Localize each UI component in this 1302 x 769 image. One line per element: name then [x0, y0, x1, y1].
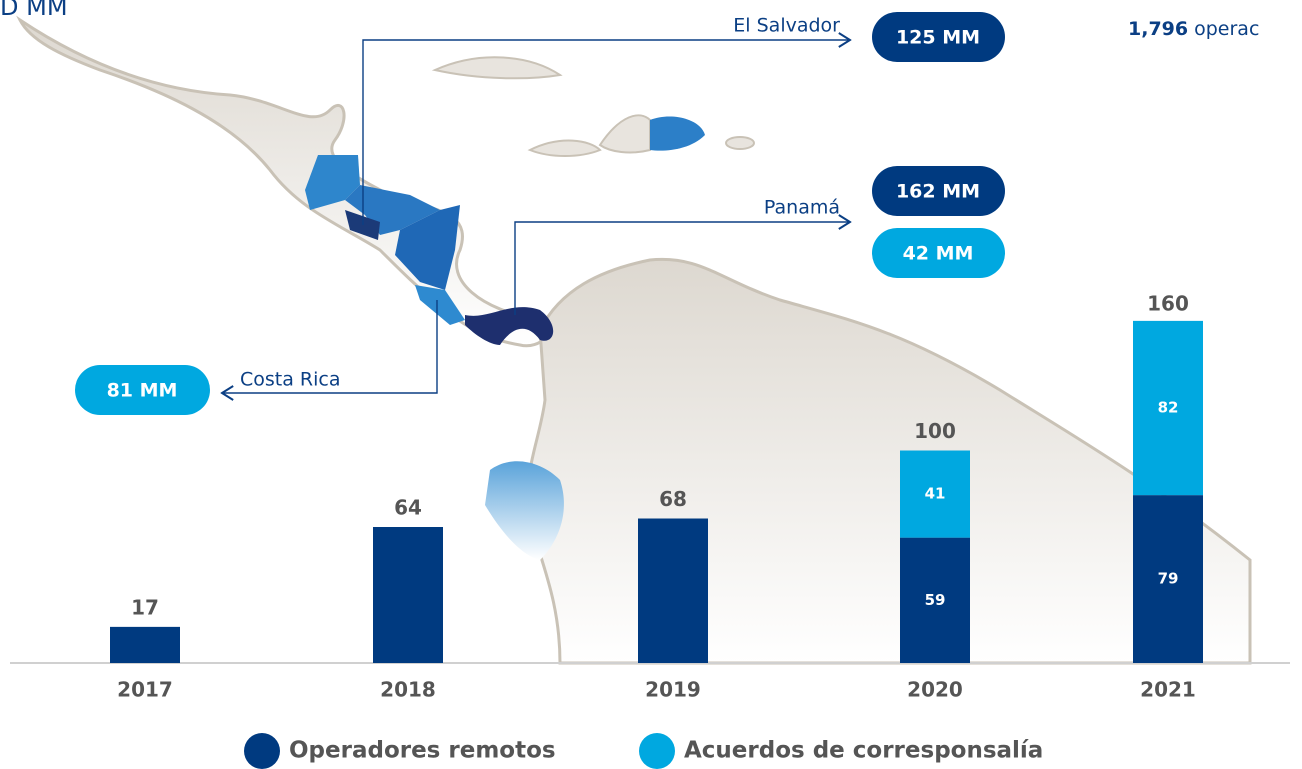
total-label: 17	[131, 595, 159, 619]
pill	[872, 228, 1005, 278]
pill-label: 81 MM	[107, 380, 178, 402]
legend-swatch	[639, 733, 675, 769]
x-tick-label: 2020	[907, 678, 963, 702]
pill	[75, 365, 210, 415]
legend: Operadores remotos Acuerdos de correspons…	[244, 733, 1043, 769]
pills: 125 MM 162 MM 42 MM 81 MM	[75, 12, 1005, 415]
segment-label: 59	[925, 591, 946, 609]
legend-label: Acuerdos de corresponsalía	[684, 738, 1043, 764]
x-tick-label: 2017	[117, 678, 173, 702]
country-label: Costa Rica	[240, 369, 341, 391]
count-value: 1,796	[1128, 18, 1188, 40]
bar-segment	[1133, 320, 1203, 496]
total-label: 160	[1147, 292, 1189, 316]
bar-segment	[638, 518, 708, 663]
bar-segment	[900, 537, 970, 663]
bar-segment	[373, 527, 443, 663]
pill-label: 42 MM	[903, 243, 974, 265]
pill-label: 125 MM	[896, 27, 980, 49]
segment-label: 41	[925, 485, 946, 503]
pill	[872, 12, 1005, 62]
x-tick-label: 2021	[1140, 678, 1196, 702]
total-label: 100	[914, 419, 956, 443]
unit-fragment: D MM	[0, 0, 68, 21]
country-label: El Salvador	[733, 15, 840, 37]
bar-segment	[1133, 495, 1203, 663]
x-tick-label: 2018	[380, 678, 436, 702]
pill-label: 162 MM	[896, 181, 980, 203]
bar-segment	[110, 626, 180, 663]
country-label: Panamá	[764, 197, 840, 219]
x-tick-label: 2019	[645, 678, 701, 702]
segment-label: 82	[1158, 399, 1179, 417]
connectors	[222, 40, 850, 393]
legend-swatch	[244, 733, 280, 769]
segment-label: 79	[1158, 570, 1179, 588]
legend-label: Operadores remotos	[289, 738, 556, 764]
count-suffix: operac	[1194, 18, 1259, 40]
bar-segment	[900, 450, 970, 538]
total-label: 68	[659, 487, 687, 511]
count: 1,796 operac	[1128, 18, 1259, 40]
total-label: 64	[394, 496, 422, 520]
pill	[872, 166, 1005, 216]
bars: 17 2017 64 2018 68 2019 59 41 100 2020 79 82 160 2021	[110, 292, 1203, 702]
map	[16, 15, 1252, 665]
